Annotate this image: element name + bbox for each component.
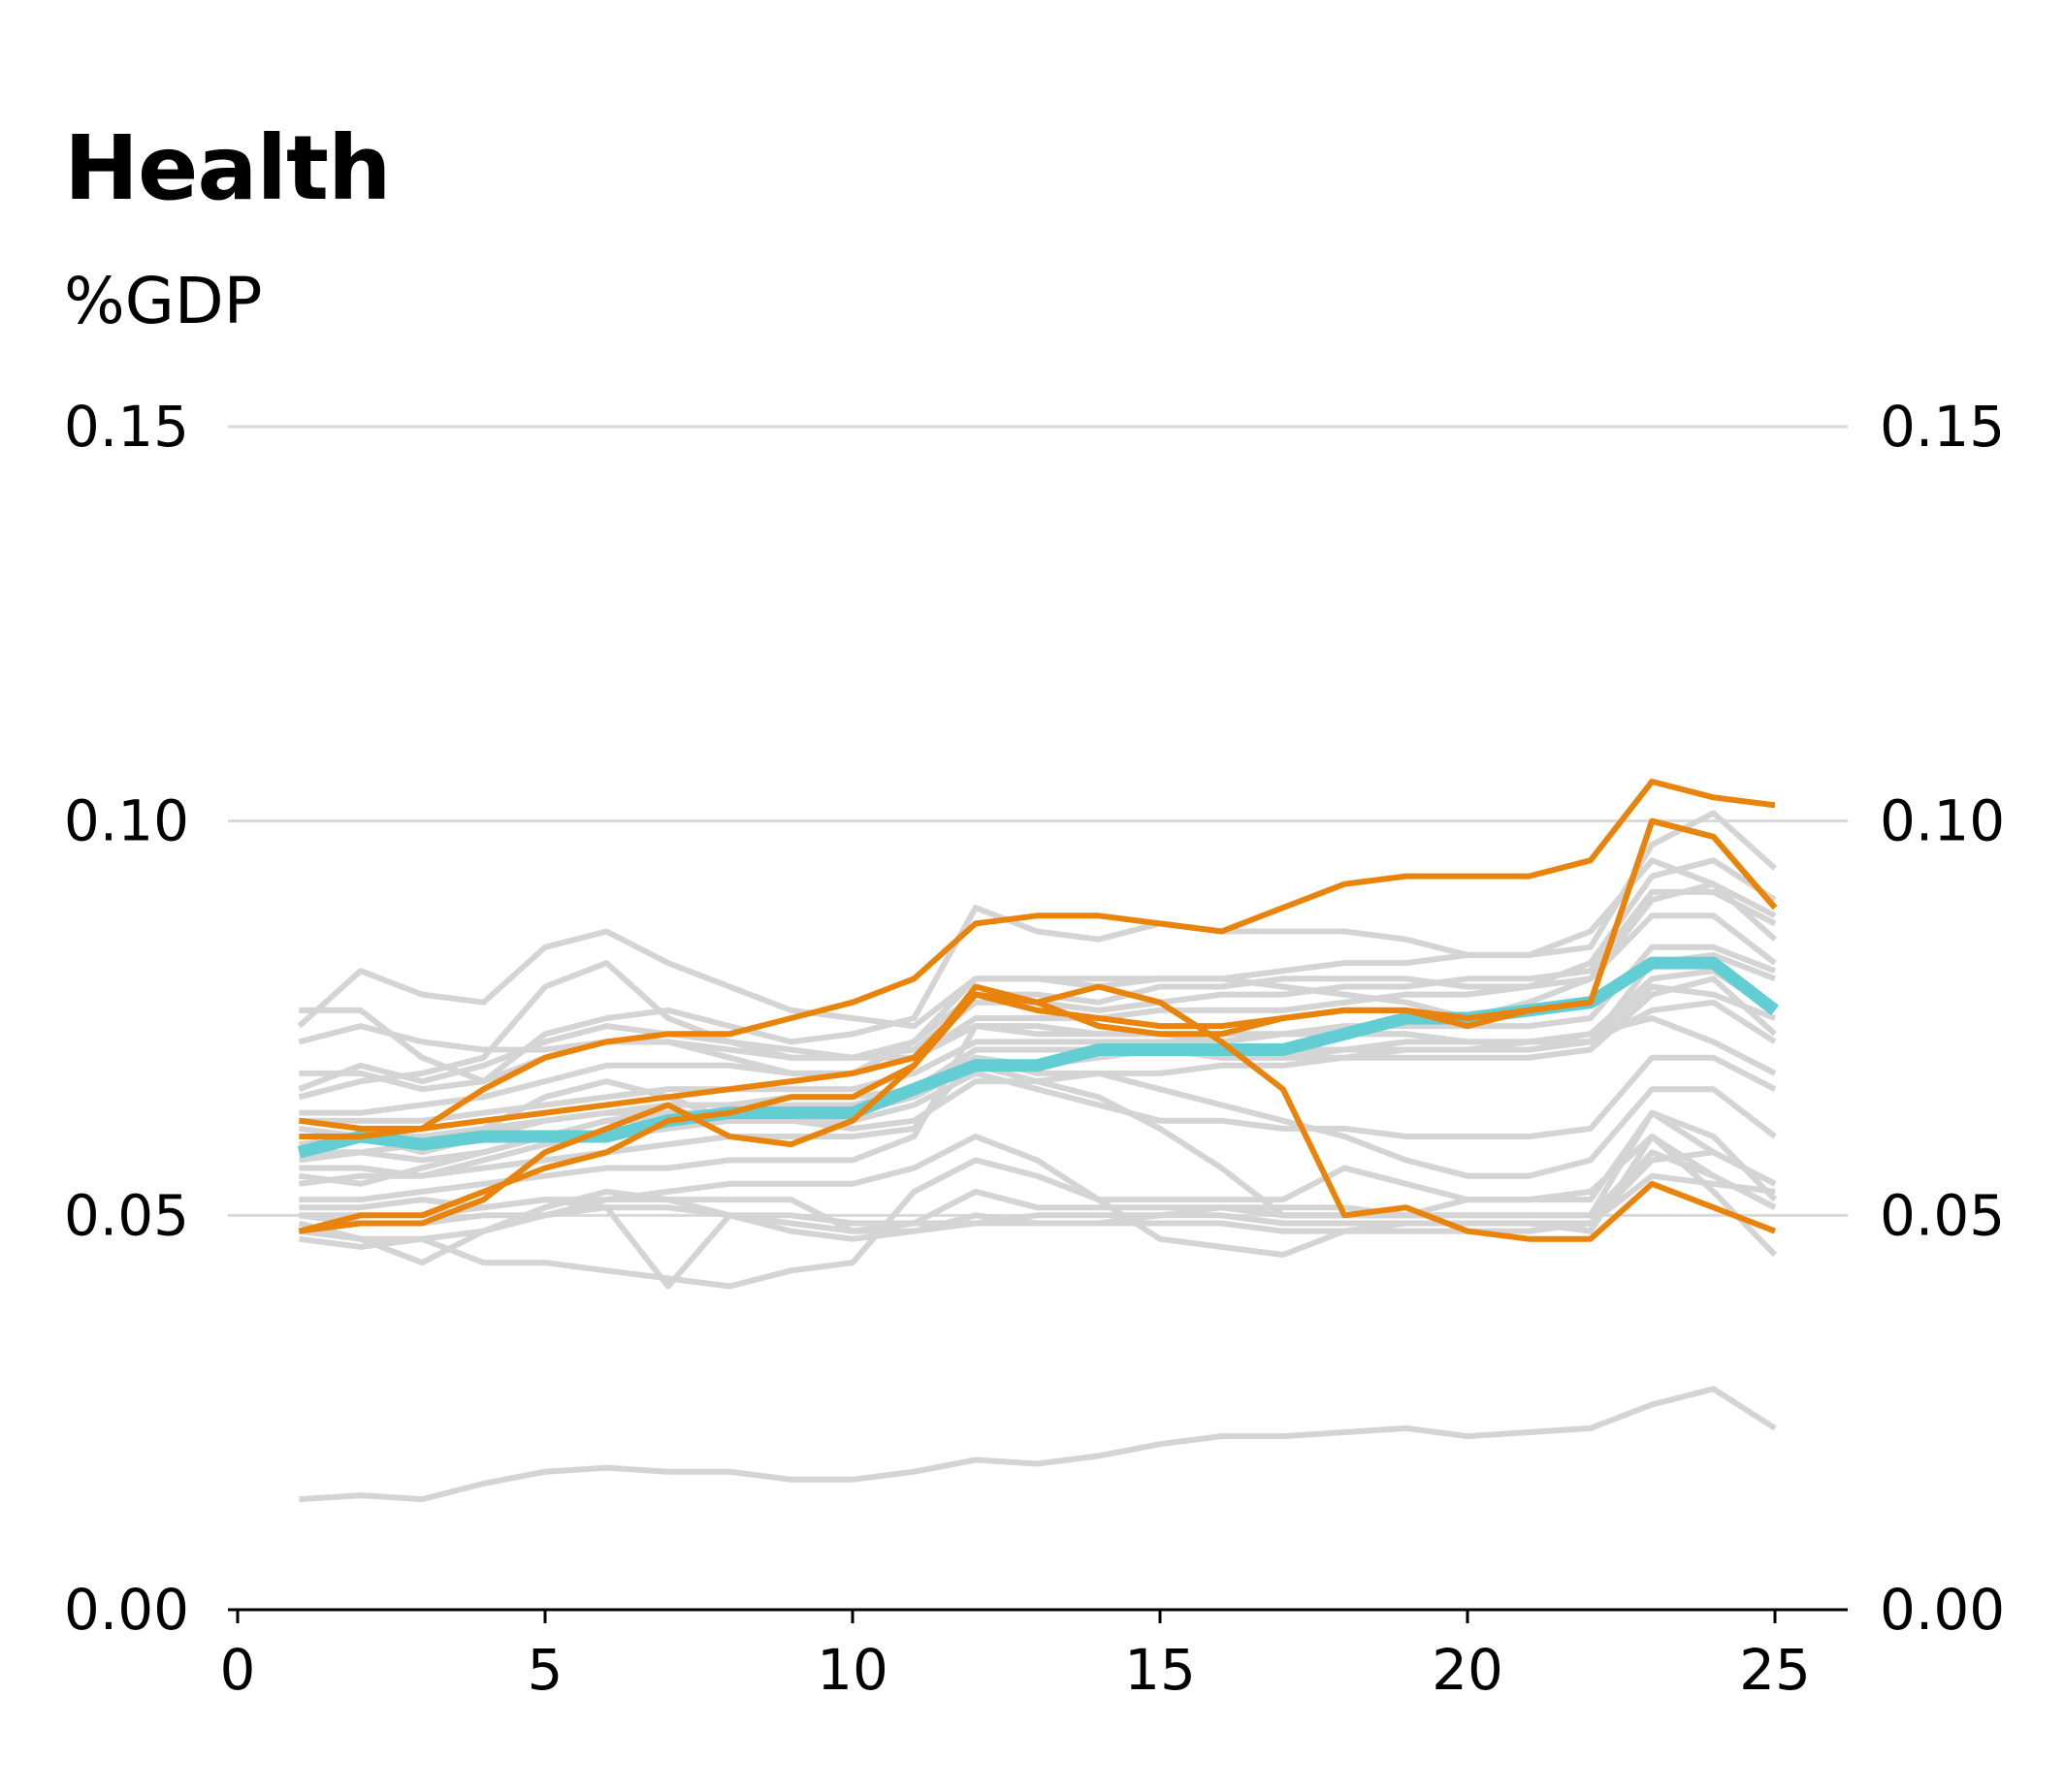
background-series-line (299, 1054, 1777, 1179)
x-tick-label: 20 (1432, 1637, 1503, 1703)
background-series-line (298, 880, 1778, 1061)
highlight-series-line (298, 817, 1778, 1234)
highlight-series-line (299, 779, 1776, 1132)
y-tick-label-left: 0.10 (64, 788, 189, 854)
chart-title: Health (64, 116, 391, 220)
x-tick-label: 0 (220, 1637, 256, 1703)
background-series-line (299, 1015, 1777, 1203)
y-tick-label-right: 0.00 (1880, 1577, 2005, 1643)
x-tick-label: 15 (1124, 1637, 1196, 1703)
background-series-line (299, 983, 1777, 1187)
y-axis-unit-label: %GDP (64, 264, 263, 338)
background-series-line (298, 1149, 1777, 1266)
background-series-line (299, 1386, 1777, 1503)
y-tick-label-right: 0.05 (1880, 1182, 2005, 1248)
x-tick-label: 25 (1739, 1637, 1811, 1703)
y-axis-right: 0.00 0.05 0.10 0.15 (1880, 394, 2005, 1643)
x-tick-label: 10 (817, 1637, 888, 1703)
background-series-line (299, 1134, 1777, 1258)
y-axis-left: 0.00 0.05 0.10 0.15 (64, 394, 189, 1643)
highlight-series-group (298, 779, 1778, 1242)
x-axis: 0 5 10 15 20 25 (220, 1608, 1848, 1703)
x-tick-label: 5 (528, 1637, 564, 1703)
background-series-line (299, 1134, 1778, 1290)
y-tick-label-left: 0.05 (64, 1182, 189, 1248)
background-series-line (299, 976, 1778, 1148)
background-series-line (299, 944, 1777, 1124)
y-tick-label-right: 0.15 (1880, 394, 2005, 460)
y-tick-label-left: 0.00 (64, 1577, 189, 1643)
background-series-group (297, 810, 1778, 1503)
background-series-line (299, 1149, 1777, 1290)
background-series-line (298, 857, 1777, 1101)
y-tick-label-right: 0.10 (1880, 788, 2005, 854)
y-tick-label-left: 0.15 (64, 394, 189, 460)
